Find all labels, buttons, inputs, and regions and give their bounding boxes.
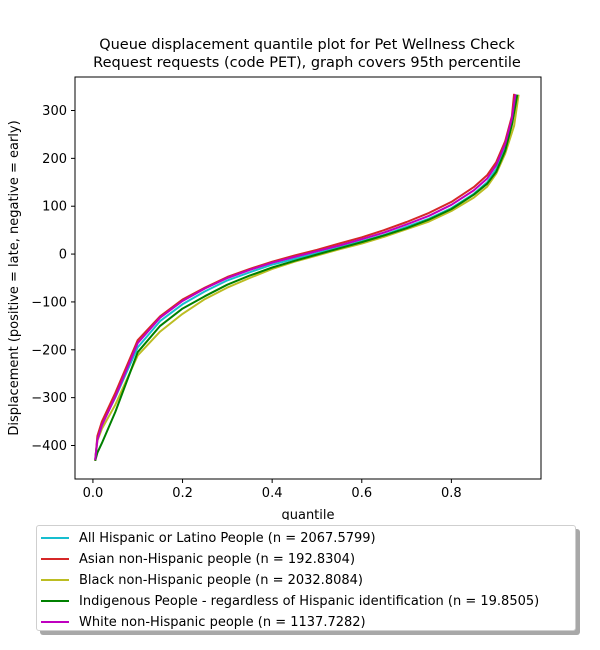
plot-area: 0.0 0.2 0.4 0.6 0.8 −400 −300 −200 −100 0 100 200 30… [7,76,542,520]
y-axis-label: Displacement (positive = late, negative … [7,120,22,435]
y-tick-label: 300 [42,104,67,119]
legend-label: Black non-Hispanic people (n = 2032.8084… [79,572,363,588]
legend-item: Black non-Hispanic people (n = 2032.8084… [37,570,363,590]
series-line-4 [94,94,517,461]
series-line-2 [94,94,520,461]
legend-swatch [41,579,69,581]
legend-label: White non-Hispanic people (n = 1137.7282… [79,614,366,630]
legend-item: All Hispanic or Latino People (n = 2067.… [37,528,376,548]
legend-item: Indigenous People - regardless of Hispan… [37,591,539,611]
legend-item: White non-Hispanic people (n = 1137.7282… [37,612,366,632]
x-tick-label: 0.0 [83,486,104,501]
y-tick-label: −300 [31,391,67,406]
x-tick-label: 0.8 [441,486,462,501]
y-tick-label: 200 [42,152,67,167]
legend-label: All Hispanic or Latino People (n = 2067.… [79,530,376,546]
series-layer [94,93,520,462]
legend-label: Asian non-Hispanic people (n = 192.8304) [79,551,356,567]
y-tick-label: −100 [31,295,67,310]
x-axis-label: quantile [281,508,334,520]
axes-layer: 0.0 0.2 0.4 0.6 0.8 −400 −300 −200 −100 0 100 200 30… [31,76,542,501]
legend-label: Indigenous People - regardless of Hispan… [79,593,540,609]
x-tick-label: 0.6 [351,486,372,501]
x-tick-label: 0.4 [262,486,283,501]
y-tick-label: 0 [59,248,67,263]
legend-swatch [41,558,69,560]
x-tick-label: 0.2 [172,486,193,501]
legend-swatch [41,621,69,623]
chart-title-line-2: Request requests (code PET), graph cover… [93,55,521,71]
legend-item: Asian non-Hispanic people (n = 192.8304) [37,549,355,569]
legend-swatch [41,537,69,539]
series-line-0 [94,94,518,461]
y-tick-label: −200 [31,343,67,358]
legend: All Hispanic or Latino People (n = 2067.… [36,525,576,631]
axes-frame [74,76,542,480]
y-tick-label: 100 [42,200,67,215]
series-line-3 [94,94,519,462]
legend-swatch [41,600,69,602]
series-line-1 [94,93,516,461]
chart-title-line-1: Queue displacement quantile plot for Pet… [99,37,515,53]
y-tick-label: −400 [31,439,67,454]
